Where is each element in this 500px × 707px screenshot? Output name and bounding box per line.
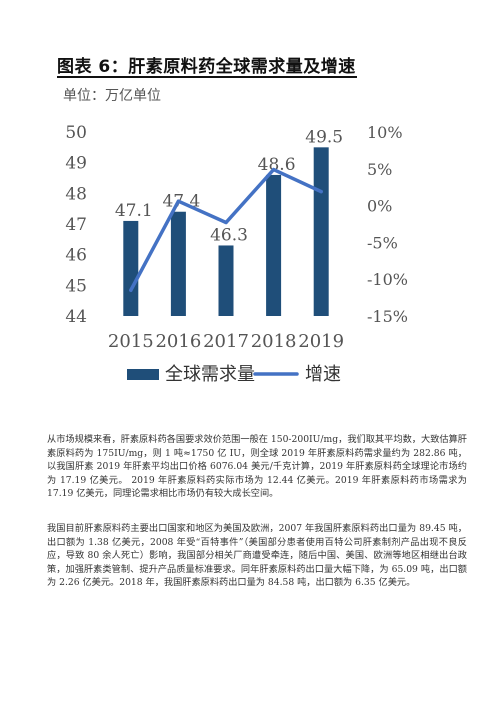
growth-point — [319, 190, 323, 194]
bar-2018 — [266, 174, 282, 316]
growth-point — [272, 167, 276, 172]
legend-line-label: 增速 — [305, 364, 341, 385]
left-axis-tick-label: 50 — [65, 123, 87, 143]
bar-2016 — [170, 211, 186, 316]
data-label: 47.1 — [115, 201, 153, 221]
data-label: 46.3 — [210, 225, 248, 245]
bar-2017 — [218, 245, 234, 316]
bar-2019 — [313, 147, 329, 316]
chart-svg: 单位：万亿单位 44 45 46 47 48 49 50 10% 5% 0% -5% -10% -15% 4… — [63, 88, 408, 385]
legend-bar-label: 全球需求量 — [165, 364, 255, 385]
right-axis-tick-label: -5% — [367, 233, 398, 252]
left-axis-tick-label: 47 — [65, 215, 87, 235]
data-label: 48.6 — [258, 155, 296, 175]
left-axis-tick-label: 44 — [65, 307, 87, 327]
growth-point — [129, 288, 133, 292]
right-axis-tick-label: 10% — [367, 123, 403, 142]
x-axis-tick-label: 2016 — [155, 331, 201, 352]
left-axis-tick-label: 48 — [65, 184, 87, 204]
x-axis-tick-label: 2019 — [298, 331, 344, 352]
title-divider — [57, 76, 357, 78]
chart-container: 单位：万亿单位 44 45 46 47 48 49 50 10% 5% 0% -5% -10% -15% 4… — [55, 82, 425, 400]
data-label: 49.5 — [305, 127, 343, 147]
unit-label: 单位：万亿单位 — [63, 88, 161, 104]
growth-point — [224, 220, 228, 225]
left-axis-tick-label: 46 — [65, 246, 87, 266]
bar-2015 — [123, 220, 139, 316]
page-title: 图表 6：肝素原料药全球需求量及增速 — [57, 57, 356, 77]
body-paragraph-1: 从市场规模来看，肝素原料药各国要求效价范围一般在 150-200IU/mg，我们… — [47, 434, 467, 499]
right-axis-tick-label: 5% — [367, 160, 392, 179]
legend-bar-swatch — [127, 369, 159, 380]
growth-point — [176, 199, 180, 203]
left-axis-tick-label: 45 — [65, 276, 87, 296]
right-axis-tick-label: 0% — [367, 197, 392, 216]
x-axis-tick-label: 2015 — [108, 331, 154, 352]
x-axis-tick-label: 2017 — [203, 331, 249, 352]
left-axis-tick-label: 49 — [65, 154, 87, 174]
right-axis-tick-label: -15% — [367, 307, 408, 326]
x-axis-tick-label: 2018 — [251, 331, 297, 352]
right-axis-tick-label: -10% — [367, 270, 408, 289]
body-paragraph-2: 我国目前肝素原料药主要出口国家和地区为美国及欧洲，2007 年我国肝素原料药出口… — [47, 523, 467, 588]
